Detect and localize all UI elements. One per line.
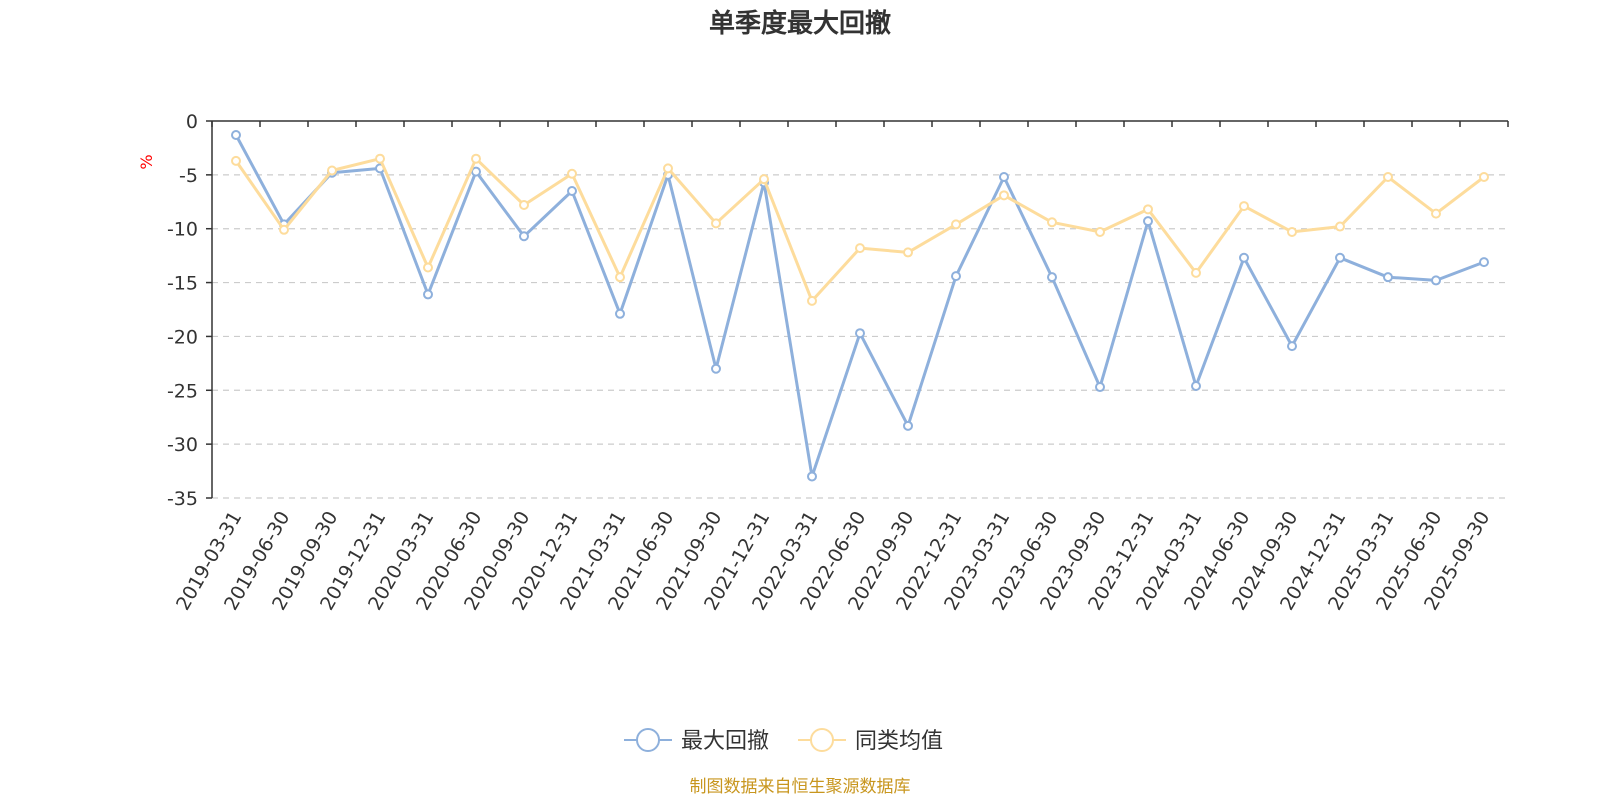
data-point [1143, 216, 1153, 227]
data-point [1287, 226, 1297, 237]
data-point [1239, 201, 1249, 212]
legend-item[interactable]: 最大回撤 [624, 728, 769, 754]
data-point [1479, 172, 1489, 183]
data-point [711, 218, 721, 229]
series-layer [231, 130, 1489, 482]
data-point [855, 243, 865, 254]
legend-label: 最大回撤 [681, 729, 769, 754]
data-point [519, 200, 529, 211]
data-point [423, 262, 433, 273]
data-point [519, 231, 529, 242]
data-point [1095, 382, 1105, 393]
y-tick-label: -35 [167, 488, 198, 510]
data-point [1047, 272, 1057, 283]
y-tick-label: -20 [167, 326, 198, 348]
data-point [1431, 275, 1441, 286]
series-line [234, 134, 1485, 478]
data-point [1287, 341, 1297, 352]
y-axis-ticks: 0 -5 -10 -15 -20 -25 -30 -35 [167, 111, 212, 510]
y-tick-label: -5 [179, 165, 198, 187]
data-point [951, 271, 961, 282]
data-point [663, 163, 673, 174]
x-axis-ticks: 2019-03-312019-06-302019-09-302019-12-31… [172, 121, 1509, 614]
y-axis-label: % [137, 154, 156, 169]
data-source-note: 制图数据来自恒生聚源数据库 [690, 777, 911, 797]
data-point [807, 471, 817, 482]
data-point [999, 190, 1009, 201]
data-point [903, 247, 913, 258]
data-point [279, 224, 289, 235]
axes [211, 120, 1508, 498]
y-tick-label: -30 [167, 434, 198, 456]
data-point [231, 155, 241, 166]
y-tick-label: -15 [167, 273, 198, 295]
data-point [1191, 267, 1201, 278]
data-point [1383, 172, 1393, 183]
data-point [327, 165, 337, 176]
data-point [1143, 204, 1153, 215]
legend-marker [636, 728, 660, 752]
data-point [1095, 226, 1105, 237]
data-point [471, 153, 481, 164]
series-1 [231, 130, 1489, 482]
data-point [1047, 217, 1057, 228]
data-point [759, 174, 769, 185]
data-point [231, 130, 241, 141]
data-point [615, 272, 625, 283]
data-point [615, 308, 625, 319]
y-tick-label: -10 [167, 219, 198, 241]
data-point [903, 420, 913, 431]
y-tick-label: -25 [167, 380, 198, 402]
y-tick-label: 0 [186, 111, 198, 133]
legend-item[interactable]: 同类均值 [798, 728, 943, 754]
data-point [711, 363, 721, 374]
legend-label: 同类均值 [855, 729, 943, 754]
series-2 [231, 153, 1489, 306]
legend-marker [810, 728, 834, 752]
chart-title: 单季度最大回撤 [709, 8, 891, 39]
data-point [855, 328, 865, 339]
data-point [999, 172, 1009, 183]
data-point [567, 168, 577, 179]
legend[interactable]: 最大回撤 同类均值 [624, 728, 943, 754]
data-point [423, 289, 433, 300]
data-point [1479, 257, 1489, 268]
data-point [567, 186, 577, 197]
data-point [1335, 221, 1345, 232]
data-point [375, 153, 385, 164]
data-point [951, 219, 961, 230]
data-point [807, 295, 817, 306]
data-point [1335, 252, 1345, 263]
data-point [1239, 252, 1249, 263]
data-point [1431, 208, 1441, 219]
data-point [471, 166, 481, 177]
data-point [1383, 272, 1393, 283]
data-point [1191, 380, 1201, 391]
